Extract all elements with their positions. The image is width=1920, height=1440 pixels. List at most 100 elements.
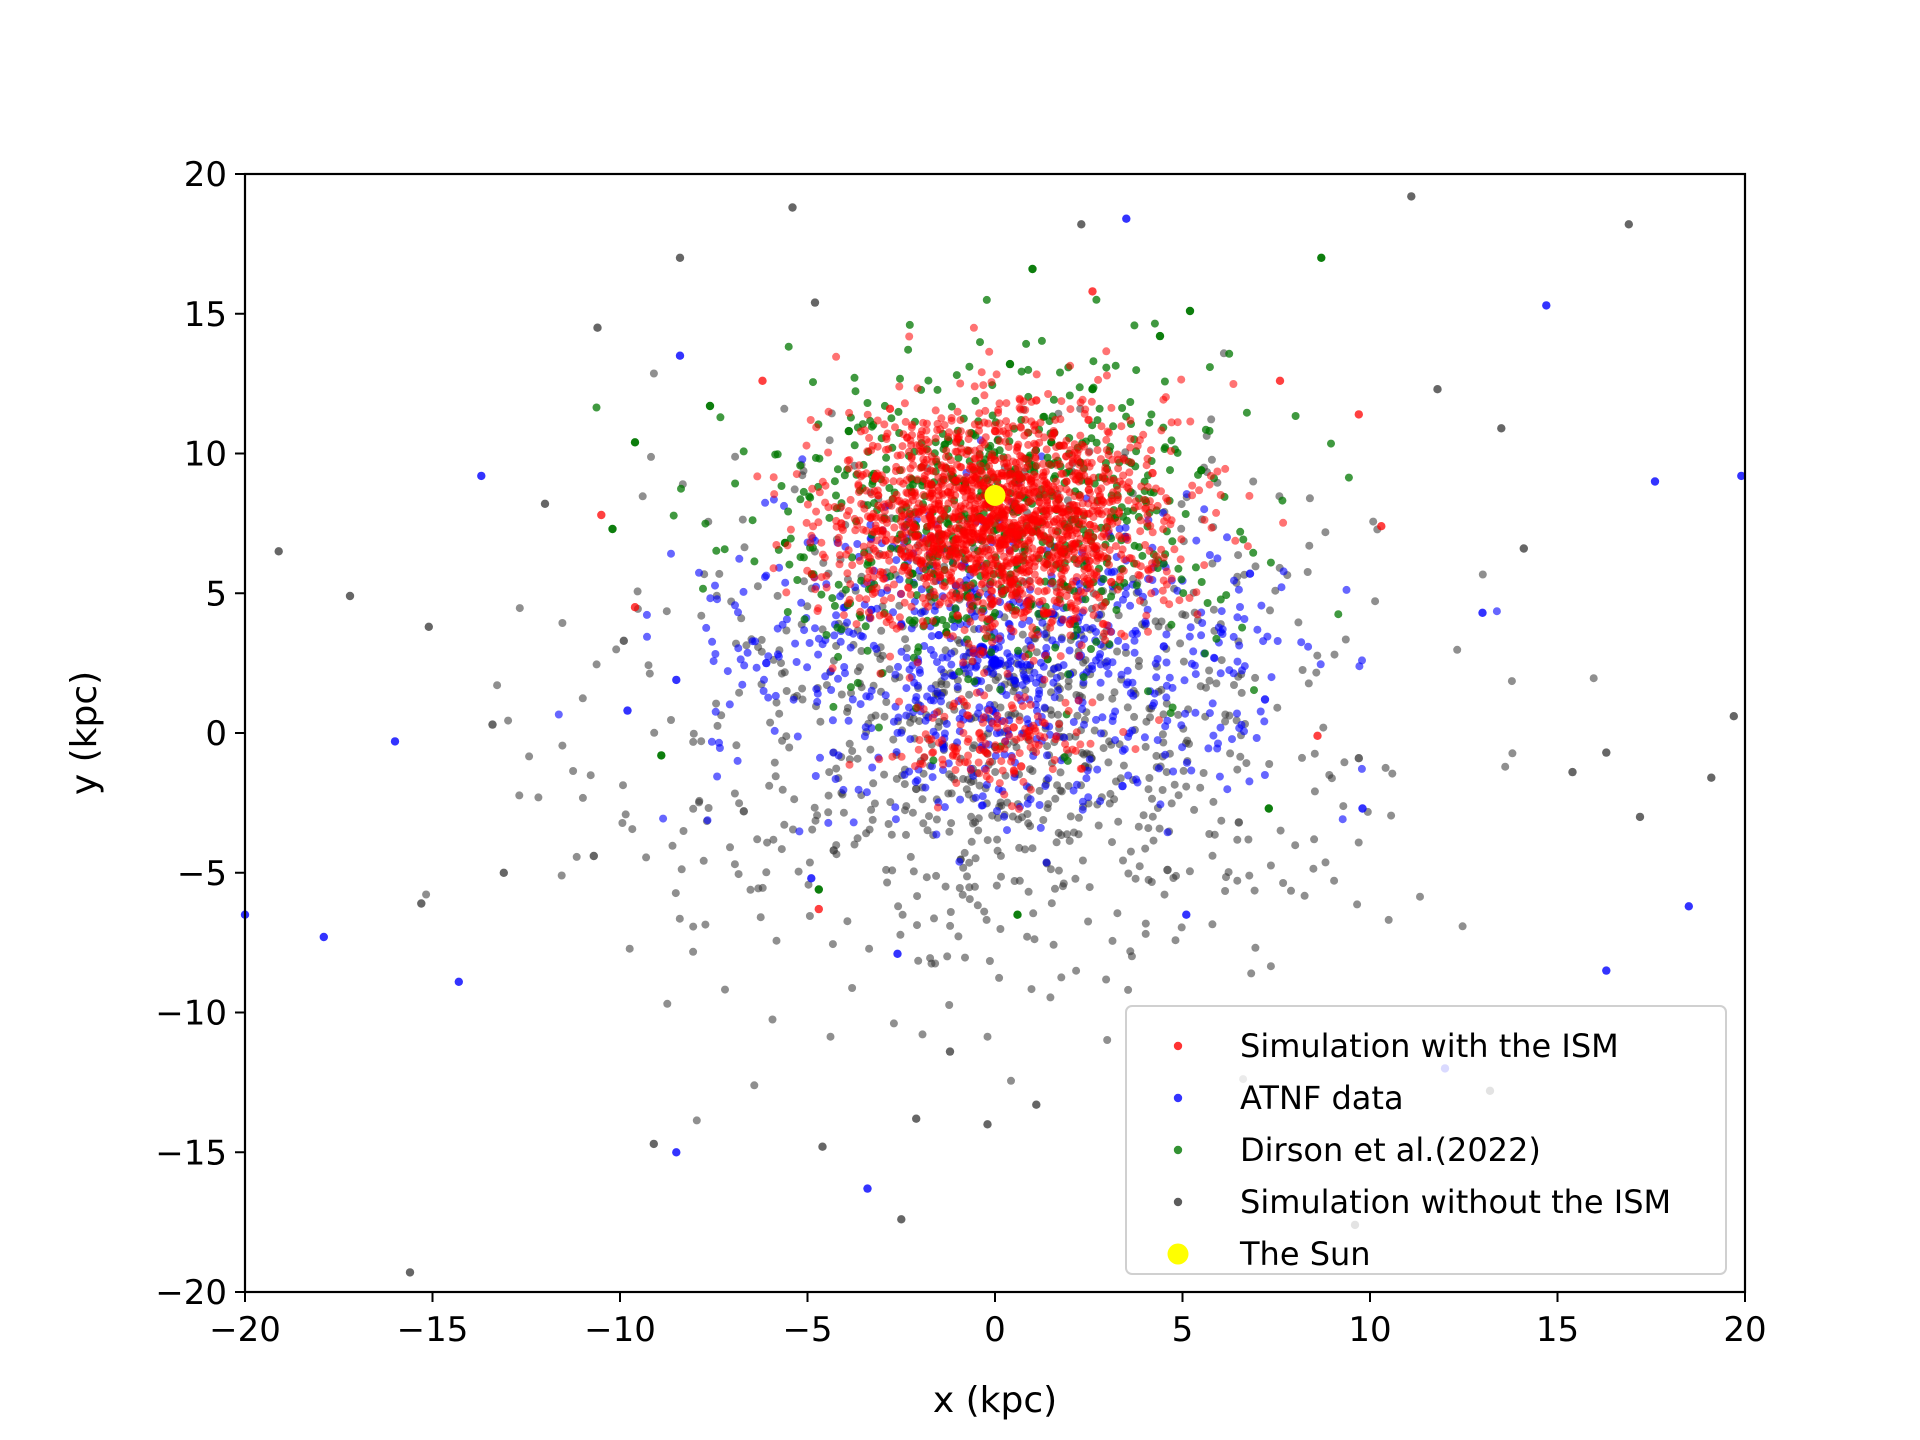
data-point: [1107, 577, 1116, 587]
data-point: [1387, 811, 1396, 820]
data-point: [1115, 524, 1124, 533]
data-point: [880, 712, 889, 721]
data-point: [773, 624, 782, 633]
data-point: [985, 615, 994, 624]
data-point: [703, 816, 712, 825]
data-point: [1199, 769, 1208, 777]
data-point: [964, 639, 973, 648]
data-point: [961, 527, 969, 536]
data-point: [803, 663, 812, 672]
data-point: [1298, 666, 1307, 674]
data-point: [986, 477, 995, 485]
data-point: [1077, 220, 1086, 229]
data-point: [888, 866, 897, 875]
data-point: [975, 444, 984, 453]
data-point: [1169, 767, 1178, 776]
data-point: [966, 591, 975, 600]
data-point: [900, 770, 909, 779]
x-tick-label: 15: [1536, 1310, 1579, 1350]
data-point: [534, 793, 543, 802]
data-point: [875, 755, 884, 764]
data-point: [981, 406, 990, 415]
data-point: [1009, 510, 1018, 518]
data-point: [938, 489, 947, 498]
data-point: [1073, 711, 1082, 720]
data-point: [902, 802, 911, 811]
data-point: [662, 607, 671, 616]
data-point: [1113, 909, 1122, 918]
data-point: [793, 732, 802, 741]
data-point: [1096, 797, 1105, 806]
data-point: [960, 848, 969, 857]
data-point: [1039, 460, 1048, 468]
data-point: [488, 720, 497, 729]
data-point: [836, 637, 845, 646]
data-point: [784, 507, 793, 516]
data-point: [1002, 430, 1011, 438]
data-point: [1176, 555, 1185, 564]
data-point: [1252, 734, 1261, 742]
data-point: [953, 407, 962, 416]
data-point: [1027, 643, 1036, 652]
data-point: [814, 885, 823, 894]
data-point: [791, 639, 800, 648]
data-point: [876, 669, 885, 678]
data-point: [731, 479, 740, 488]
data-point: [1177, 535, 1186, 544]
data-point: [832, 352, 841, 361]
data-point: [940, 421, 949, 430]
data-point: [1144, 824, 1153, 833]
data-point: [1059, 615, 1068, 624]
data-point: [1186, 417, 1195, 426]
data-point: [1097, 484, 1106, 493]
data-point: [417, 899, 426, 908]
data-point: [1114, 817, 1123, 826]
data-point: [1057, 635, 1066, 644]
data-point: [1076, 431, 1085, 440]
data-point: [856, 631, 865, 640]
data-point: [903, 433, 912, 442]
data-point: [798, 455, 807, 464]
data-point: [921, 783, 930, 792]
data-point: [853, 678, 862, 687]
data-point: [805, 639, 814, 647]
data-point: [928, 486, 937, 495]
data-point: [740, 543, 749, 552]
y-tick-label: −10: [155, 994, 227, 1034]
data-point: [777, 659, 785, 668]
data-point: [864, 553, 873, 561]
data-point: [954, 932, 963, 941]
data-point: [986, 456, 995, 464]
data-point: [900, 780, 909, 789]
data-point: [721, 985, 729, 994]
data-point: [1185, 594, 1194, 602]
data-point: [970, 741, 979, 750]
data-point: [864, 608, 873, 617]
data-point: [783, 608, 792, 616]
data-point: [1216, 669, 1225, 678]
data-point: [1141, 844, 1150, 853]
data-point: [843, 707, 852, 716]
data-point: [926, 645, 935, 654]
data-point: [853, 667, 862, 676]
data-point: [975, 745, 985, 754]
data-point: [887, 414, 896, 423]
data-point: [1024, 536, 1033, 545]
data-point: [1153, 736, 1162, 745]
data-point: [902, 476, 911, 485]
data-point: [856, 472, 865, 481]
data-point: [1354, 410, 1364, 419]
data-point: [942, 621, 951, 630]
data-point: [991, 741, 1000, 750]
data-point: [922, 580, 931, 589]
data-point: [1066, 405, 1075, 414]
data-point: [1001, 437, 1010, 446]
data-point: [937, 665, 946, 674]
data-point: [1519, 544, 1529, 553]
data-point: [1028, 623, 1037, 632]
data-point: [1046, 993, 1055, 1002]
data-point: [1039, 513, 1048, 522]
data-point: [1148, 468, 1157, 478]
data-point: [1051, 794, 1060, 803]
data-point: [834, 652, 843, 661]
